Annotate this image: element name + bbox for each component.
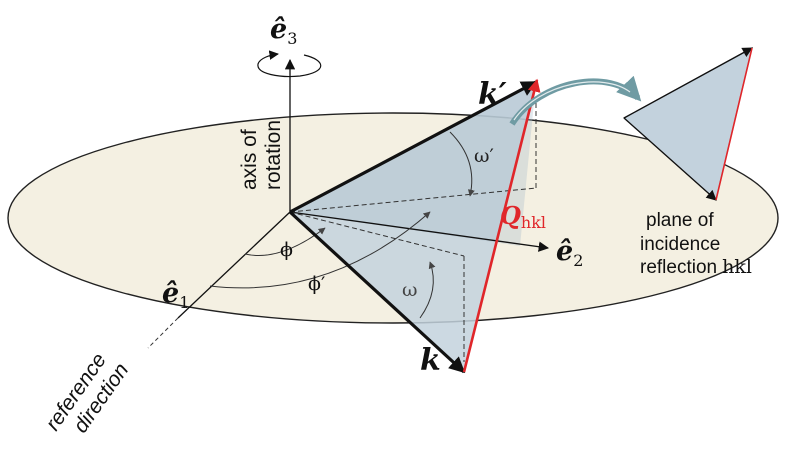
q-hkl-vector	[462, 78, 541, 373]
plane-caption-line1: plane of	[646, 210, 714, 231]
axis-of-rotation-label: axis of rotation	[238, 120, 285, 190]
e1-axis	[177, 211, 291, 319]
svg-text:rotation: rotation	[262, 120, 285, 190]
plane-caption-line3: reflection hkl	[640, 256, 752, 278]
omega-prime-label: ω′	[474, 145, 494, 167]
phi-prime-arc	[209, 211, 431, 289]
inset-k-arrow	[623, 117, 717, 201]
reference-direction-line	[147, 317, 179, 349]
e1-label: ê1	[162, 278, 189, 312]
inset-q-arrow	[715, 47, 753, 201]
k-prime-vector	[289, 80, 538, 214]
scattering-plane	[290, 82, 536, 372]
omega-arc	[419, 261, 436, 319]
plane-caption-line2: incidence	[640, 234, 720, 255]
svg-text:axis of: axis of	[238, 129, 261, 190]
omega-label: ω	[402, 279, 418, 301]
omega-prime-arc	[449, 131, 475, 197]
k-prime-label: k′	[478, 77, 507, 112]
reference-direction-label: reference direction	[41, 349, 133, 437]
e3-label: ê3	[270, 14, 297, 48]
curved-arrow-highlight	[513, 81, 631, 121]
q-hkl-label: Qhkl	[500, 201, 546, 232]
kprime-projection	[289, 187, 537, 213]
e2-label: ê2	[556, 236, 583, 270]
plane-shade	[290, 82, 536, 246]
e2-axis	[289, 211, 550, 252]
k-projection	[289, 211, 465, 257]
inset-kprime-arrow	[623, 47, 753, 119]
k-vector	[288, 210, 466, 374]
rotation-arrow-icon	[257, 50, 322, 78]
phi-label: ϕ	[280, 239, 293, 261]
k-label: k	[420, 343, 441, 378]
phi-prime-label: ϕ′	[308, 273, 325, 295]
